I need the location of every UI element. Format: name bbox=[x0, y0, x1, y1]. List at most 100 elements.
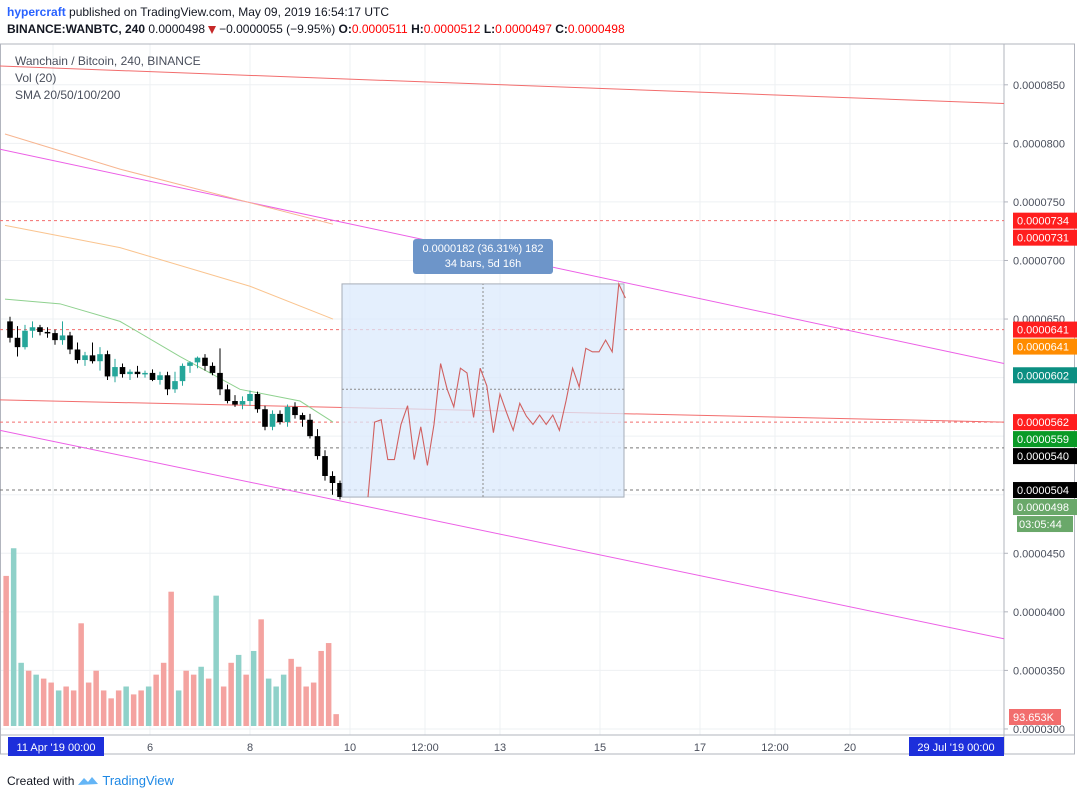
candle-body bbox=[209, 365, 216, 373]
candle-body bbox=[157, 375, 163, 380]
author-link[interactable]: hypercraft bbox=[7, 5, 66, 19]
candle-body bbox=[187, 362, 193, 366]
low-value: 0.0000497 bbox=[495, 22, 552, 36]
volume-bar bbox=[265, 678, 272, 726]
candle-body bbox=[52, 333, 58, 341]
volume-bar bbox=[280, 674, 287, 726]
time-axis[interactable]: 11 Apr '19 00:00 6 8 10 12:00 13 15 17 12:00 20 29… bbox=[8, 737, 1004, 756]
x-tick-label: 12:00 bbox=[411, 742, 439, 754]
last-price: 0.0000498 bbox=[148, 22, 206, 36]
price-axis[interactable]: 0.0000850 0.0000800 0.0000750 0.0000700 0.00… bbox=[1004, 80, 1077, 736]
price-label-text: 0.0000641 bbox=[1017, 325, 1069, 337]
measure-box[interactable]: 0.0000182 (36.31%) 182 34 bars, 5d 16h bbox=[341, 239, 626, 498]
moving-average-line bbox=[4, 224, 334, 320]
candle-body bbox=[44, 331, 51, 334]
tradingview-logo-icon bbox=[78, 776, 99, 785]
volume-bar bbox=[220, 686, 227, 726]
volume-bar bbox=[145, 686, 152, 726]
candle-body bbox=[134, 371, 141, 375]
chart-legend: Wanchain / Bitcoin, 240, BINANCE Vol (20… bbox=[15, 54, 201, 102]
volume-bar bbox=[250, 650, 257, 726]
x-tick-label: 29 Jul '19 00:00 bbox=[917, 742, 994, 754]
candle-body bbox=[112, 367, 118, 377]
volume-bar bbox=[318, 650, 324, 726]
open-value: 0.0000511 bbox=[351, 22, 408, 36]
candle-body bbox=[307, 419, 313, 437]
volume-bar bbox=[115, 690, 122, 726]
candle-body bbox=[119, 367, 126, 375]
candle-body bbox=[7, 321, 13, 338]
x-tick-label: 20 bbox=[844, 742, 856, 754]
volume-label-text: 93.653K bbox=[1013, 712, 1055, 724]
trend-line bbox=[0, 429, 1005, 640]
price-label-text: 0.0000734 bbox=[1017, 216, 1069, 228]
volume-bar bbox=[273, 686, 279, 726]
volume-bar bbox=[153, 674, 159, 726]
candle-body bbox=[142, 372, 148, 375]
price-label-badge bbox=[1013, 431, 1077, 448]
candle-body bbox=[194, 357, 201, 363]
price-label-text: 0.0000641 bbox=[1017, 342, 1069, 354]
volume-bar bbox=[25, 670, 32, 726]
candle-body bbox=[179, 365, 186, 382]
publish-info: hypercraft published on TradingView.com,… bbox=[7, 5, 389, 19]
candle-body bbox=[14, 337, 21, 348]
tradingview-link[interactable]: TradingView bbox=[102, 773, 174, 788]
x-tick-label: 6 bbox=[147, 742, 153, 754]
volume-bar bbox=[78, 623, 84, 726]
volume-bar bbox=[108, 698, 114, 726]
price-label-text: 03:05:44 bbox=[1019, 519, 1062, 531]
x-tick-label: 8 bbox=[247, 742, 253, 754]
candle-body bbox=[217, 372, 223, 390]
candle-body bbox=[292, 406, 298, 416]
volume-bar bbox=[100, 690, 107, 726]
trend-lines bbox=[0, 65, 1005, 640]
candle-body bbox=[254, 393, 261, 410]
candle-body bbox=[269, 413, 276, 427]
x-tick-label: 12:00 bbox=[761, 742, 789, 754]
volume-bars bbox=[3, 548, 339, 726]
volume-bar bbox=[48, 682, 54, 726]
volume-bar bbox=[168, 591, 174, 726]
price-label-badge bbox=[1013, 338, 1077, 355]
moving-average-line bbox=[4, 298, 334, 423]
y-tick-label: 0.0000800 bbox=[1013, 138, 1065, 150]
chart-frame bbox=[0, 43, 1075, 755]
volume-bar bbox=[205, 678, 212, 726]
x-tick-label: 17 bbox=[694, 742, 706, 754]
candles bbox=[7, 316, 343, 500]
candle-body bbox=[67, 335, 73, 350]
price-label-text: 0.0000504 bbox=[1017, 485, 1069, 497]
volume-bar bbox=[333, 714, 339, 726]
measure-tooltip-line1: 0.0000182 (36.31%) 182 bbox=[422, 243, 543, 255]
candle-body bbox=[104, 354, 111, 377]
candle-body bbox=[337, 483, 343, 498]
price-label-badge bbox=[1013, 212, 1077, 229]
volume-bar bbox=[310, 682, 317, 726]
volume-bar bbox=[213, 595, 219, 726]
candle-body bbox=[299, 415, 306, 420]
volume-bar bbox=[243, 674, 249, 726]
candle-body bbox=[277, 413, 283, 423]
candle-body bbox=[172, 381, 178, 390]
volume-bar bbox=[123, 686, 129, 726]
y-tick-label: 0.0000400 bbox=[1013, 607, 1065, 619]
footer: Created with TradingView bbox=[7, 773, 174, 788]
measure-tooltip-line2: 34 bars, 5d 16h bbox=[445, 258, 521, 270]
volume-bar bbox=[3, 575, 9, 726]
volume-bar bbox=[303, 686, 309, 726]
x-tick-label: 11 Apr '19 00:00 bbox=[17, 742, 96, 754]
price-label-badge bbox=[1013, 414, 1077, 431]
candle-body bbox=[329, 475, 336, 484]
volume-bar bbox=[70, 690, 77, 726]
candle-body bbox=[37, 327, 43, 332]
candle-body bbox=[127, 371, 133, 375]
volume-bar bbox=[198, 666, 204, 726]
price-label-text: 0.0000602 bbox=[1017, 370, 1069, 382]
x-tick-badge bbox=[8, 737, 104, 756]
volume-bar bbox=[258, 619, 264, 726]
candle-body bbox=[322, 456, 328, 476]
volume-bar bbox=[10, 548, 17, 726]
price-label-badge bbox=[1013, 229, 1077, 246]
